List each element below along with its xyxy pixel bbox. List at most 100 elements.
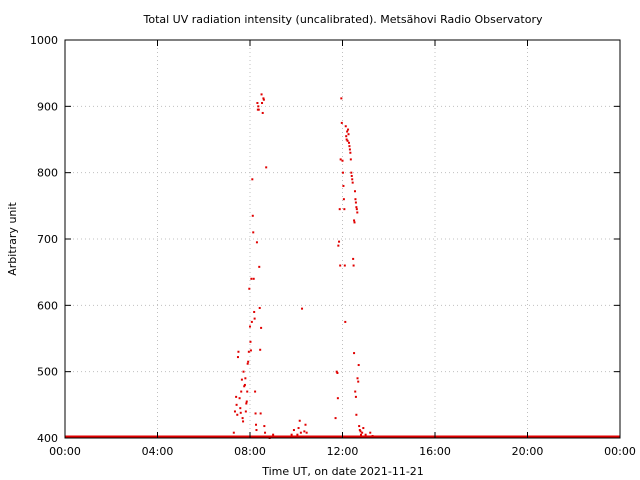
data-point — [242, 370, 245, 373]
data-point — [343, 264, 346, 267]
data-point — [352, 257, 355, 260]
data-point — [263, 425, 266, 428]
data-point — [353, 190, 356, 193]
data-point — [349, 151, 352, 154]
x-tick-label: 16:00 — [419, 445, 451, 458]
data-point — [281, 436, 284, 439]
data-point — [348, 148, 351, 151]
data-point — [257, 108, 260, 111]
data-point — [241, 417, 244, 420]
data-point — [298, 419, 301, 422]
data-point — [244, 377, 247, 380]
y-tick-label: 900 — [37, 100, 58, 113]
data-point — [292, 429, 295, 432]
data-point — [346, 130, 349, 133]
data-point — [356, 377, 359, 380]
data-point — [250, 277, 253, 280]
data-point — [348, 145, 351, 148]
y-tick-label: 800 — [37, 167, 58, 180]
data-point — [297, 427, 300, 430]
y-tick-labels: 400 500 600 700 800 900 1000 — [30, 34, 58, 445]
data-point — [350, 171, 353, 174]
data-point — [361, 431, 364, 434]
y-tick-label: 700 — [37, 233, 58, 246]
data-point — [233, 410, 236, 413]
data-point — [364, 433, 367, 436]
y-tick-label: 500 — [37, 366, 58, 379]
x-tick-label: 08:00 — [234, 445, 266, 458]
data-point — [352, 264, 355, 267]
data-point — [236, 356, 239, 359]
data-point — [261, 111, 264, 114]
data-point — [249, 325, 251, 328]
axis-ticks — [64, 39, 621, 439]
data-point — [238, 397, 241, 400]
data-point — [243, 385, 246, 388]
data-point — [261, 102, 264, 105]
data-point — [357, 380, 360, 383]
data-point — [334, 417, 337, 420]
data-point — [350, 174, 353, 177]
data-point — [246, 390, 249, 393]
data-point — [259, 412, 262, 415]
data-point — [358, 429, 361, 432]
y-tick-label: 600 — [37, 299, 58, 312]
data-point — [366, 435, 369, 438]
data-point — [336, 371, 339, 374]
data-point — [255, 429, 258, 432]
data-point — [254, 390, 257, 393]
data-point — [362, 427, 365, 430]
data-point — [259, 348, 262, 351]
data-point — [230, 435, 233, 438]
data-point — [256, 102, 259, 105]
data-point — [258, 265, 261, 268]
data-point — [341, 159, 344, 162]
data-point — [371, 435, 374, 438]
data-point — [338, 208, 341, 211]
data-point — [235, 395, 238, 398]
data-point — [252, 277, 255, 280]
data-point — [247, 360, 250, 363]
data-point — [239, 407, 242, 410]
data-point — [265, 166, 268, 169]
data-point — [340, 121, 343, 124]
data-point — [339, 264, 342, 267]
data-point — [250, 320, 253, 323]
data-point — [232, 431, 235, 434]
x-tick-label: 00:00 — [49, 445, 81, 458]
data-point — [359, 430, 362, 433]
data-point — [338, 240, 341, 243]
data-point — [301, 307, 304, 310]
data-point — [303, 430, 306, 433]
data-point — [286, 435, 288, 438]
data-point — [356, 211, 359, 214]
data-point — [235, 403, 238, 406]
data-point — [345, 138, 348, 141]
data-point — [258, 306, 261, 309]
data-point — [262, 97, 265, 100]
data-point — [253, 317, 256, 320]
data-point — [345, 135, 348, 138]
data-point — [251, 178, 254, 181]
data-point — [355, 413, 358, 416]
data-point — [342, 184, 345, 187]
data-point — [351, 178, 354, 181]
data-point — [305, 431, 308, 434]
data-point — [236, 413, 239, 416]
data-point — [243, 383, 246, 386]
data-point — [341, 171, 344, 174]
data-point — [355, 206, 358, 209]
data-point — [244, 410, 247, 413]
data-points — [230, 93, 374, 439]
data-point — [343, 208, 346, 211]
x-tick-label: 12:00 — [327, 445, 359, 458]
data-point — [354, 198, 357, 201]
x-tick-label: 20:00 — [512, 445, 544, 458]
data-point — [252, 231, 255, 234]
data-point — [245, 400, 248, 403]
data-point — [276, 435, 279, 438]
data-point — [353, 221, 356, 224]
data-point — [255, 423, 258, 426]
x-tick-label: 04:00 — [142, 445, 174, 458]
